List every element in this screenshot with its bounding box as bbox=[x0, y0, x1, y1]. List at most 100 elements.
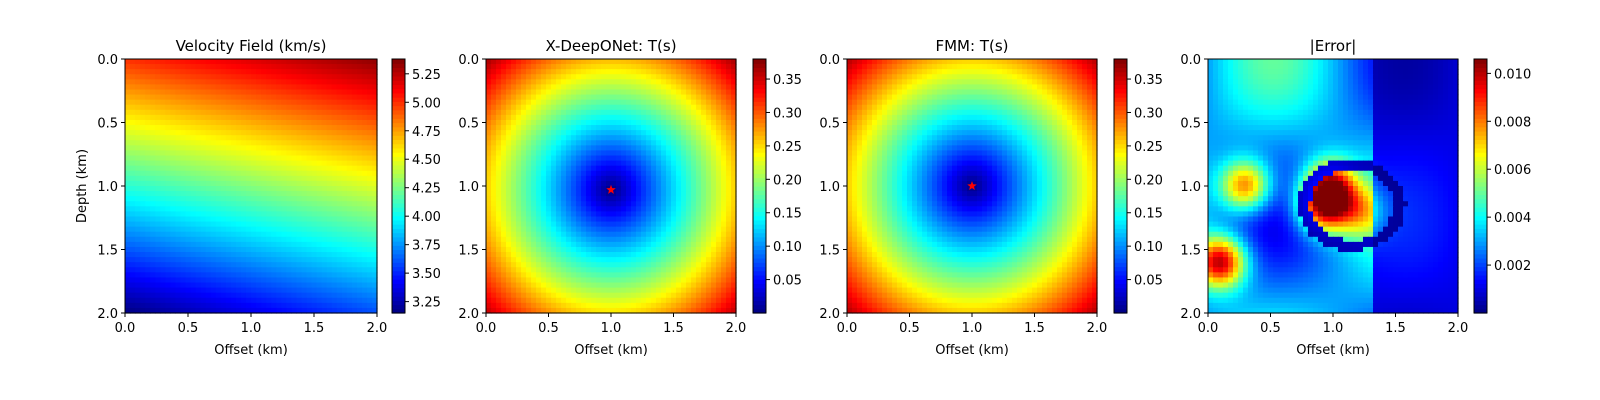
heatmap-cell bbox=[185, 246, 192, 253]
heatmap-cell bbox=[130, 155, 136, 162]
heatmap-cell bbox=[491, 109, 497, 116]
heatmap-cell bbox=[240, 231, 247, 238]
heatmap-cell bbox=[586, 165, 592, 172]
heatmap-cell bbox=[576, 272, 582, 279]
heatmap-cell bbox=[366, 109, 373, 116]
heatmap-cell bbox=[145, 302, 151, 309]
heatmap-cell bbox=[240, 226, 247, 233]
heatmap-cell bbox=[551, 155, 557, 162]
heatmap-cell bbox=[501, 196, 507, 202]
heatmap-cell bbox=[155, 140, 161, 146]
heatmap-cell bbox=[291, 302, 297, 309]
heatmap-cell bbox=[656, 236, 662, 243]
heatmap-cell bbox=[185, 186, 192, 192]
heatmap-cell bbox=[276, 74, 282, 80]
heatmap-cell bbox=[701, 94, 707, 101]
heatmap-cell bbox=[646, 257, 652, 263]
heatmap-cell bbox=[276, 186, 282, 192]
heatmap-cell bbox=[261, 180, 267, 187]
heatmap-cell bbox=[526, 114, 532, 121]
heatmap-cell bbox=[165, 150, 171, 157]
heatmap-cell bbox=[486, 282, 492, 289]
heatmap-cell bbox=[366, 282, 373, 289]
heatmap-cell bbox=[165, 206, 171, 212]
heatmap-cell bbox=[531, 140, 537, 146]
heatmap-cell bbox=[281, 140, 287, 146]
heatmap-cell bbox=[160, 79, 166, 85]
heatmap-cell bbox=[286, 114, 292, 121]
heatmap-cell bbox=[621, 297, 627, 304]
heatmap-cell bbox=[596, 175, 602, 182]
heatmap-cell bbox=[616, 206, 622, 212]
heatmap-cell bbox=[706, 287, 712, 294]
heatmap-cell bbox=[566, 292, 572, 299]
heatmap-cell bbox=[596, 211, 602, 218]
heatmap-cell bbox=[230, 109, 237, 116]
heatmap-cell bbox=[271, 89, 277, 96]
heatmap-cell bbox=[586, 94, 592, 101]
heatmap-cell bbox=[631, 155, 637, 162]
heatmap-cell bbox=[170, 160, 176, 167]
heatmap-cell bbox=[541, 292, 547, 299]
heatmap-cell bbox=[366, 135, 373, 141]
heatmap-cell bbox=[556, 140, 562, 146]
heatmap-cell bbox=[556, 277, 562, 284]
heatmap-cell bbox=[686, 246, 692, 253]
heatmap-cell bbox=[331, 231, 338, 238]
heatmap-cell bbox=[706, 84, 712, 91]
heatmap-cell bbox=[691, 109, 697, 116]
heatmap-cell bbox=[731, 211, 737, 218]
heatmap-cell bbox=[240, 191, 247, 197]
heatmap-cell bbox=[135, 64, 141, 70]
heatmap-cell bbox=[506, 241, 512, 248]
heatmap-cell bbox=[546, 292, 552, 299]
heatmap-cell bbox=[566, 175, 572, 182]
heatmap-cell bbox=[311, 267, 318, 273]
heatmap-cell bbox=[235, 307, 242, 314]
heatmap-cell bbox=[506, 109, 512, 116]
heatmap-cell bbox=[666, 267, 672, 273]
heatmap-cell bbox=[316, 135, 323, 141]
heatmap-cell bbox=[155, 145, 161, 152]
heatmap-cell bbox=[721, 277, 727, 284]
heatmap-cell bbox=[731, 262, 737, 268]
heatmap-cell bbox=[571, 180, 577, 187]
heatmap-cell bbox=[215, 262, 222, 268]
heatmap-cell bbox=[681, 165, 687, 172]
heatmap-cell bbox=[261, 74, 267, 80]
heatmap-cell bbox=[296, 155, 302, 162]
heatmap-cell bbox=[716, 257, 722, 263]
heatmap-cell bbox=[371, 257, 378, 263]
heatmap-cell bbox=[676, 272, 682, 279]
heatmap-cell bbox=[326, 186, 333, 192]
heatmap-cell bbox=[140, 125, 146, 131]
heatmap-cell bbox=[491, 191, 497, 197]
heatmap-cell bbox=[591, 99, 597, 106]
heatmap-cell bbox=[251, 287, 257, 294]
heatmap-cell bbox=[721, 226, 727, 233]
heatmap-cell bbox=[486, 140, 492, 146]
heatmap-cell bbox=[551, 145, 557, 152]
heatmap-cell bbox=[571, 206, 577, 212]
heatmap-cell bbox=[256, 99, 262, 106]
heatmap-cell bbox=[726, 165, 732, 172]
heatmap-cell bbox=[586, 216, 592, 223]
heatmap-cell bbox=[195, 125, 202, 131]
heatmap-cell bbox=[721, 94, 727, 101]
heatmap-cell bbox=[190, 226, 197, 233]
heatmap-cell bbox=[235, 231, 242, 238]
heatmap-cell bbox=[496, 226, 502, 233]
heatmap-cell bbox=[636, 246, 642, 253]
heatmap-cell bbox=[576, 297, 582, 304]
heatmap-cell bbox=[160, 69, 166, 75]
heatmap-cell bbox=[621, 145, 627, 152]
heatmap-cell bbox=[616, 145, 622, 152]
heatmap-cell bbox=[135, 114, 141, 121]
heatmap-cell bbox=[346, 165, 353, 172]
heatmap-cell bbox=[225, 277, 232, 284]
heatmap-cell bbox=[296, 196, 302, 202]
heatmap-cell bbox=[165, 125, 171, 131]
heatmap-cell bbox=[366, 130, 373, 136]
heatmap-cell bbox=[301, 277, 308, 284]
heatmap-cell bbox=[351, 104, 358, 111]
